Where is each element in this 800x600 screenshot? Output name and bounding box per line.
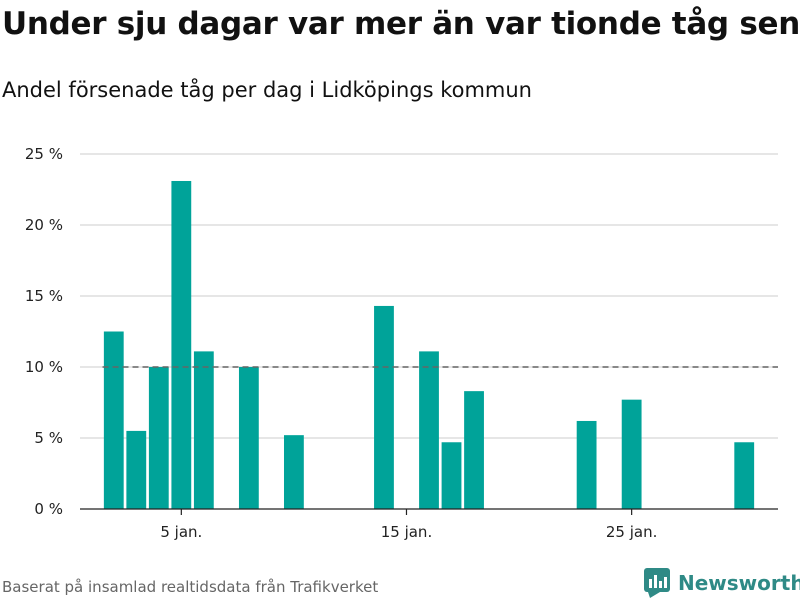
bar xyxy=(576,420,597,509)
x-tick-label: 25 jan. xyxy=(606,523,658,541)
bar xyxy=(374,305,394,509)
x-tick-label: 15 jan. xyxy=(381,523,433,541)
bar xyxy=(621,399,642,509)
bar xyxy=(193,351,214,509)
bar xyxy=(283,435,304,509)
bar xyxy=(464,391,484,509)
y-tick-label: 20 % xyxy=(25,216,63,234)
source-note: Baserat på insamlad realtidsdata från Tr… xyxy=(2,578,379,596)
bar xyxy=(734,442,755,509)
bar xyxy=(171,180,192,510)
y-tick-label: 0 % xyxy=(34,500,63,518)
newsworthy-chart-icon xyxy=(644,568,670,598)
bar xyxy=(148,367,169,509)
y-tick-label: 10 % xyxy=(25,358,63,376)
y-tick-label: 15 % xyxy=(25,287,63,305)
chart-subtitle: Andel försenade tåg per dag i Lidköpings… xyxy=(2,78,532,102)
bar xyxy=(238,367,259,509)
bar-chart: 0 % 5 % 10 % 15 % 20 % 25 % 5 jan. 15 jan. 25 ja… xyxy=(25,145,778,541)
brand-logo: Newsworthy xyxy=(644,568,800,598)
bar xyxy=(103,331,124,509)
bar xyxy=(126,430,147,509)
bar xyxy=(441,442,462,509)
y-tick-label: 5 % xyxy=(34,429,63,447)
brand-name: Newsworthy xyxy=(678,571,800,595)
y-tick-label: 25 % xyxy=(25,145,63,163)
chart-title: Under sju dagar var mer än var tionde tå… xyxy=(2,6,800,42)
x-tick-label: 5 jan. xyxy=(160,523,202,541)
bar xyxy=(419,351,439,509)
